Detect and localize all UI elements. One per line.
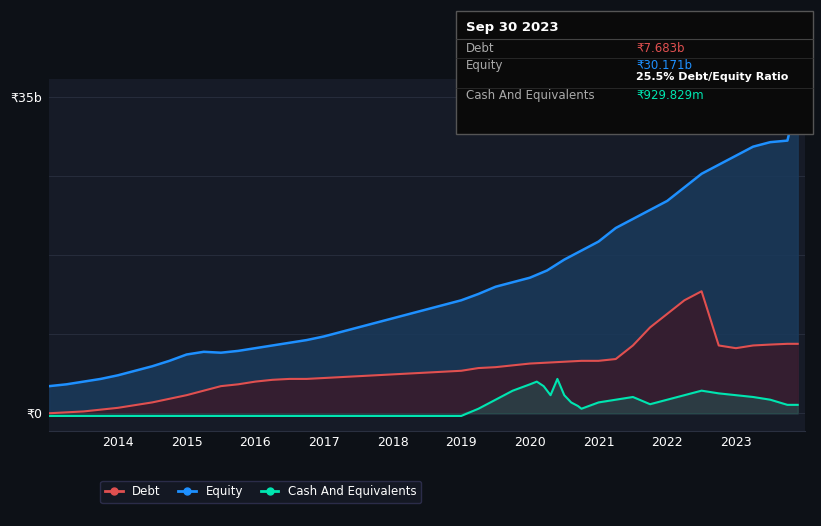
Legend: Debt, Equity, Cash And Equivalents: Debt, Equity, Cash And Equivalents	[100, 481, 421, 503]
Text: Equity: Equity	[466, 59, 503, 73]
Text: ₹929.829m: ₹929.829m	[636, 89, 704, 102]
Text: 25.5% Debt/Equity Ratio: 25.5% Debt/Equity Ratio	[636, 73, 789, 83]
Text: ₹30.171b: ₹30.171b	[636, 59, 692, 73]
Text: Debt: Debt	[466, 42, 494, 55]
Text: ₹7.683b: ₹7.683b	[636, 42, 685, 55]
Text: Cash And Equivalents: Cash And Equivalents	[466, 89, 594, 102]
Text: Sep 30 2023: Sep 30 2023	[466, 21, 558, 34]
